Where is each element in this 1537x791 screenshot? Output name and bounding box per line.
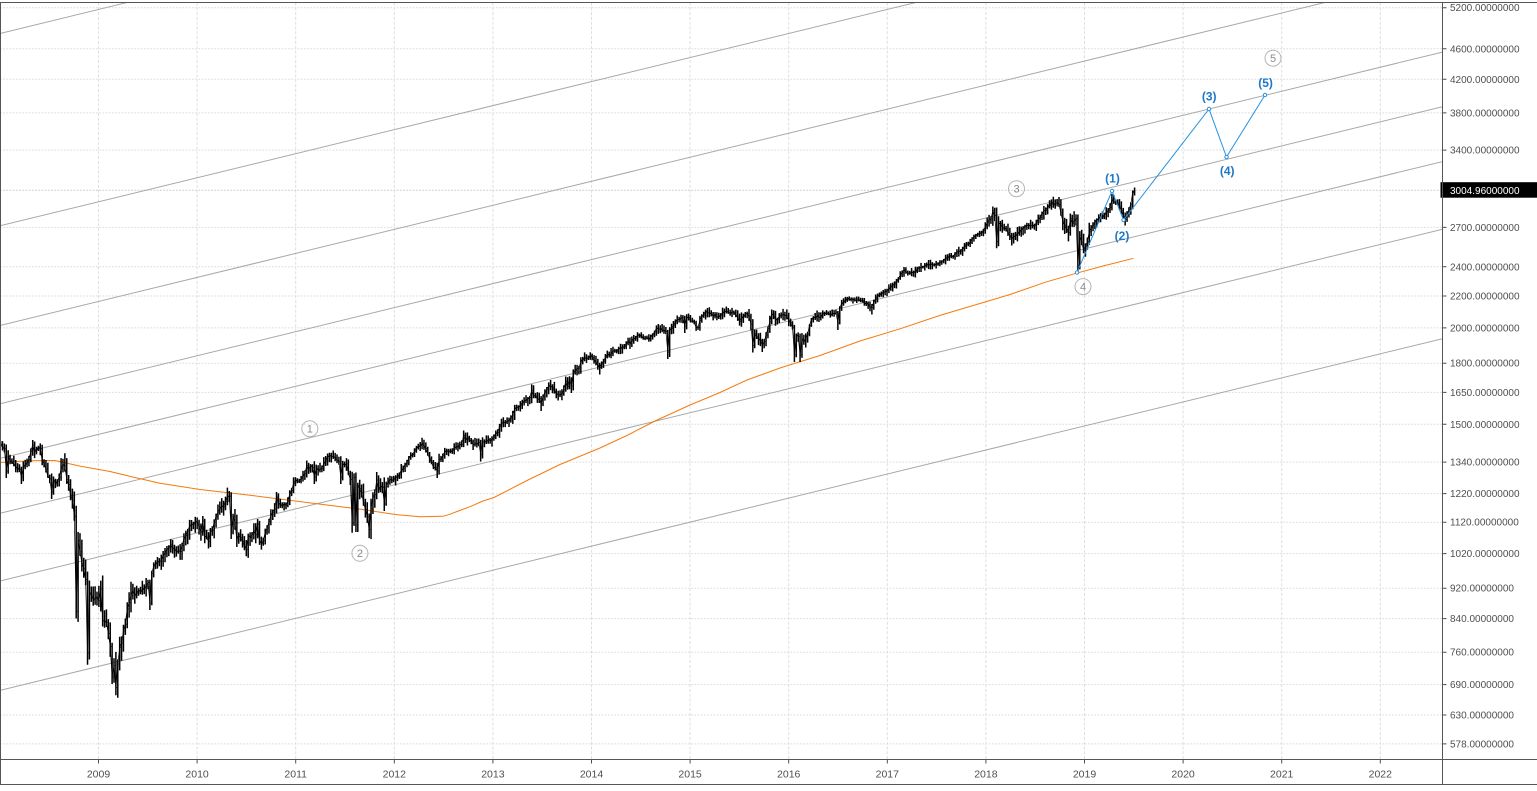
svg-text:2011: 2011: [284, 769, 307, 781]
svg-text:2200.00000000: 2200.00000000: [1450, 292, 1520, 303]
svg-text:2000.00000000: 2000.00000000: [1450, 323, 1520, 334]
svg-text:1650.00000000: 1650.00000000: [1450, 388, 1520, 399]
svg-text:(5): (5): [1258, 76, 1273, 90]
svg-text:4: 4: [1080, 281, 1086, 293]
svg-text:690.00000000: 690.00000000: [1450, 680, 1514, 691]
svg-text:630.00000000: 630.00000000: [1450, 711, 1514, 722]
svg-text:2010: 2010: [185, 769, 209, 781]
svg-text:1500.00000000: 1500.00000000: [1450, 420, 1520, 431]
svg-text:1120.00000000: 1120.00000000: [1450, 518, 1519, 529]
svg-text:2400.00000000: 2400.00000000: [1450, 262, 1520, 273]
svg-text:3: 3: [1013, 183, 1019, 195]
svg-text:2022: 2022: [1369, 769, 1393, 781]
svg-text:(2): (2): [1115, 229, 1130, 243]
svg-text:3800.00000000: 3800.00000000: [1450, 108, 1520, 119]
svg-text:1220.00000000: 1220.00000000: [1450, 489, 1520, 500]
svg-text:2016: 2016: [777, 769, 801, 781]
svg-text:(3): (3): [1202, 90, 1217, 104]
svg-text:2009: 2009: [87, 769, 111, 781]
svg-text:2012: 2012: [383, 769, 407, 781]
svg-text:1340.00000000: 1340.00000000: [1450, 458, 1520, 469]
svg-text:(1): (1): [1105, 172, 1120, 186]
svg-text:1800.00000000: 1800.00000000: [1450, 359, 1520, 370]
svg-text:5: 5: [1270, 53, 1276, 65]
svg-text:4200.00000000: 4200.00000000: [1450, 75, 1520, 86]
svg-text:760.00000000: 760.00000000: [1450, 648, 1514, 659]
svg-text:840.00000000: 840.00000000: [1450, 614, 1514, 625]
svg-text:578.00000000: 578.00000000: [1450, 739, 1514, 750]
svg-text:920.00000000: 920.00000000: [1450, 584, 1514, 595]
svg-text:(4): (4): [1220, 164, 1235, 178]
svg-text:3400.00000000: 3400.00000000: [1450, 146, 1520, 157]
svg-text:5200.00000000: 5200.00000000: [1450, 3, 1520, 14]
svg-text:2021: 2021: [1270, 769, 1294, 781]
svg-text:1: 1: [307, 423, 313, 435]
svg-text:2014: 2014: [580, 769, 604, 781]
svg-text:2015: 2015: [678, 769, 702, 781]
svg-text:2: 2: [357, 548, 363, 560]
svg-text:2020: 2020: [1171, 769, 1195, 781]
svg-text:2018: 2018: [974, 769, 998, 781]
svg-text:4600.00000000: 4600.00000000: [1450, 44, 1520, 55]
svg-text:2013: 2013: [481, 769, 505, 781]
svg-text:2700.00000000: 2700.00000000: [1450, 223, 1520, 234]
svg-text:3004.96000000: 3004.96000000: [1450, 186, 1520, 197]
svg-text:2017: 2017: [876, 769, 900, 781]
svg-text:1020.00000000: 1020.00000000: [1450, 549, 1520, 560]
svg-text:2019: 2019: [1073, 769, 1097, 781]
